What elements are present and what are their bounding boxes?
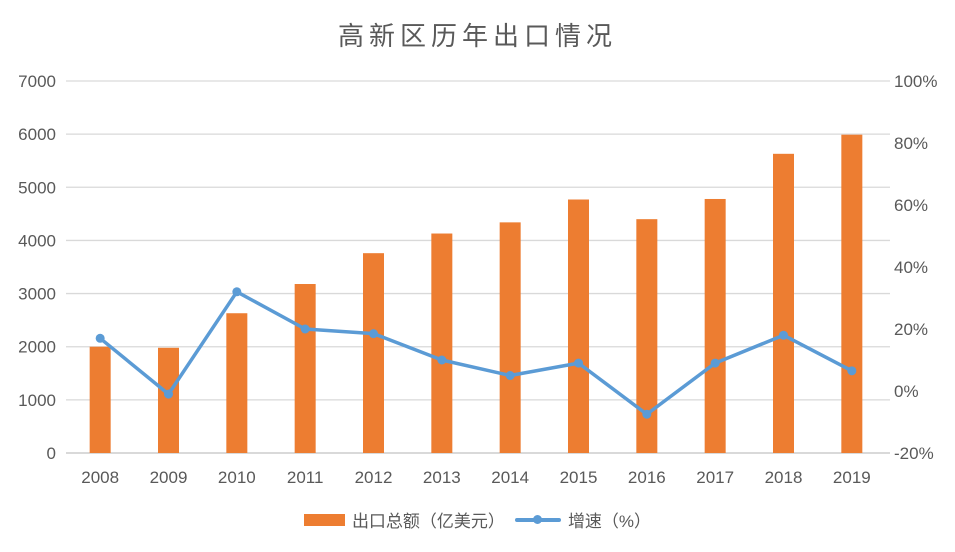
left-axis-tick-label: 1000 bbox=[18, 391, 56, 410]
line-marker-2011 bbox=[300, 324, 310, 334]
left-axis-tick-label: 5000 bbox=[18, 178, 56, 197]
x-axis-label-2010: 2010 bbox=[218, 468, 256, 487]
right-axis-tick-label: 100% bbox=[894, 72, 937, 91]
bar-2009 bbox=[158, 347, 179, 453]
line-series-swatch-icon bbox=[514, 514, 561, 526]
legend-label-growth: 增速（%） bbox=[567, 512, 652, 531]
line-marker-2009 bbox=[164, 389, 173, 399]
bar-2019 bbox=[841, 134, 863, 453]
x-axis-label-2009: 2009 bbox=[150, 468, 188, 487]
line-marker-2012 bbox=[369, 329, 378, 339]
right-axis-tick-label: 20% bbox=[894, 320, 928, 339]
right-axis-tick-label: 60% bbox=[894, 196, 928, 215]
left-axis-tick-label: 2000 bbox=[18, 338, 56, 357]
bar-2015 bbox=[568, 199, 589, 453]
x-axis-label-2013: 2013 bbox=[423, 468, 461, 487]
bar-series-swatch-icon bbox=[303, 513, 345, 526]
left-axis-tick-label: 0 bbox=[47, 444, 56, 463]
line-marker-2013 bbox=[437, 355, 447, 365]
line-marker-2010 bbox=[232, 287, 242, 297]
left-axis-tick-label: 6000 bbox=[18, 125, 56, 144]
chart-title: 高新区历年出口情况 bbox=[337, 22, 617, 51]
right-axis-tick-label: -20% bbox=[894, 444, 934, 463]
bar-2014 bbox=[499, 222, 521, 453]
x-axis-label-2015: 2015 bbox=[560, 468, 598, 487]
legend-label-exports: 出口总额（亿美元） bbox=[351, 512, 505, 531]
line-marker-2015 bbox=[574, 358, 583, 368]
x-axis-label-2011: 2011 bbox=[287, 468, 324, 487]
x-axis-label-2016: 2016 bbox=[628, 468, 666, 487]
right-axis-tick-label: 0% bbox=[894, 382, 919, 401]
line-marker-2014 bbox=[505, 371, 515, 380]
left-axis-tick-label: 4000 bbox=[18, 231, 56, 250]
x-axis-label-2018: 2018 bbox=[765, 468, 803, 487]
x-axis-label-2008: 2008 bbox=[81, 468, 119, 487]
right-axis-tick-label: 40% bbox=[894, 258, 928, 277]
bar-2017 bbox=[704, 198, 726, 453]
growth-line bbox=[98, 290, 854, 416]
bar-2018 bbox=[773, 153, 794, 453]
left-axis-tick-label: 3000 bbox=[18, 285, 56, 304]
x-axis-label-2019: 2019 bbox=[833, 468, 871, 487]
bar-2008 bbox=[89, 346, 111, 453]
line-marker-2016 bbox=[642, 409, 652, 419]
legend-item-exports: 出口总额（亿美元） bbox=[303, 507, 505, 532]
bar-2012 bbox=[363, 253, 384, 453]
left-axis-tick-label: 7000 bbox=[18, 72, 56, 91]
bar-2013 bbox=[431, 233, 453, 453]
x-axis-label-2017: 2017 bbox=[696, 468, 734, 487]
line-marker-2019 bbox=[847, 366, 857, 376]
right-axis-tick-label: 80% bbox=[894, 134, 928, 153]
line-marker-2018 bbox=[779, 330, 788, 340]
bar-2010 bbox=[226, 313, 248, 453]
chart-legend: 出口总额（亿美元） 增速（%） bbox=[0, 507, 955, 532]
line-marker-2017 bbox=[710, 358, 720, 368]
bar-2016 bbox=[636, 219, 658, 453]
x-axis-label-2014: 2014 bbox=[491, 468, 529, 487]
legend-item-growth: 增速（%） bbox=[514, 507, 652, 532]
x-axis-label-2012: 2012 bbox=[355, 468, 393, 487]
line-marker-2008 bbox=[95, 333, 105, 343]
bar-2011 bbox=[294, 284, 316, 453]
